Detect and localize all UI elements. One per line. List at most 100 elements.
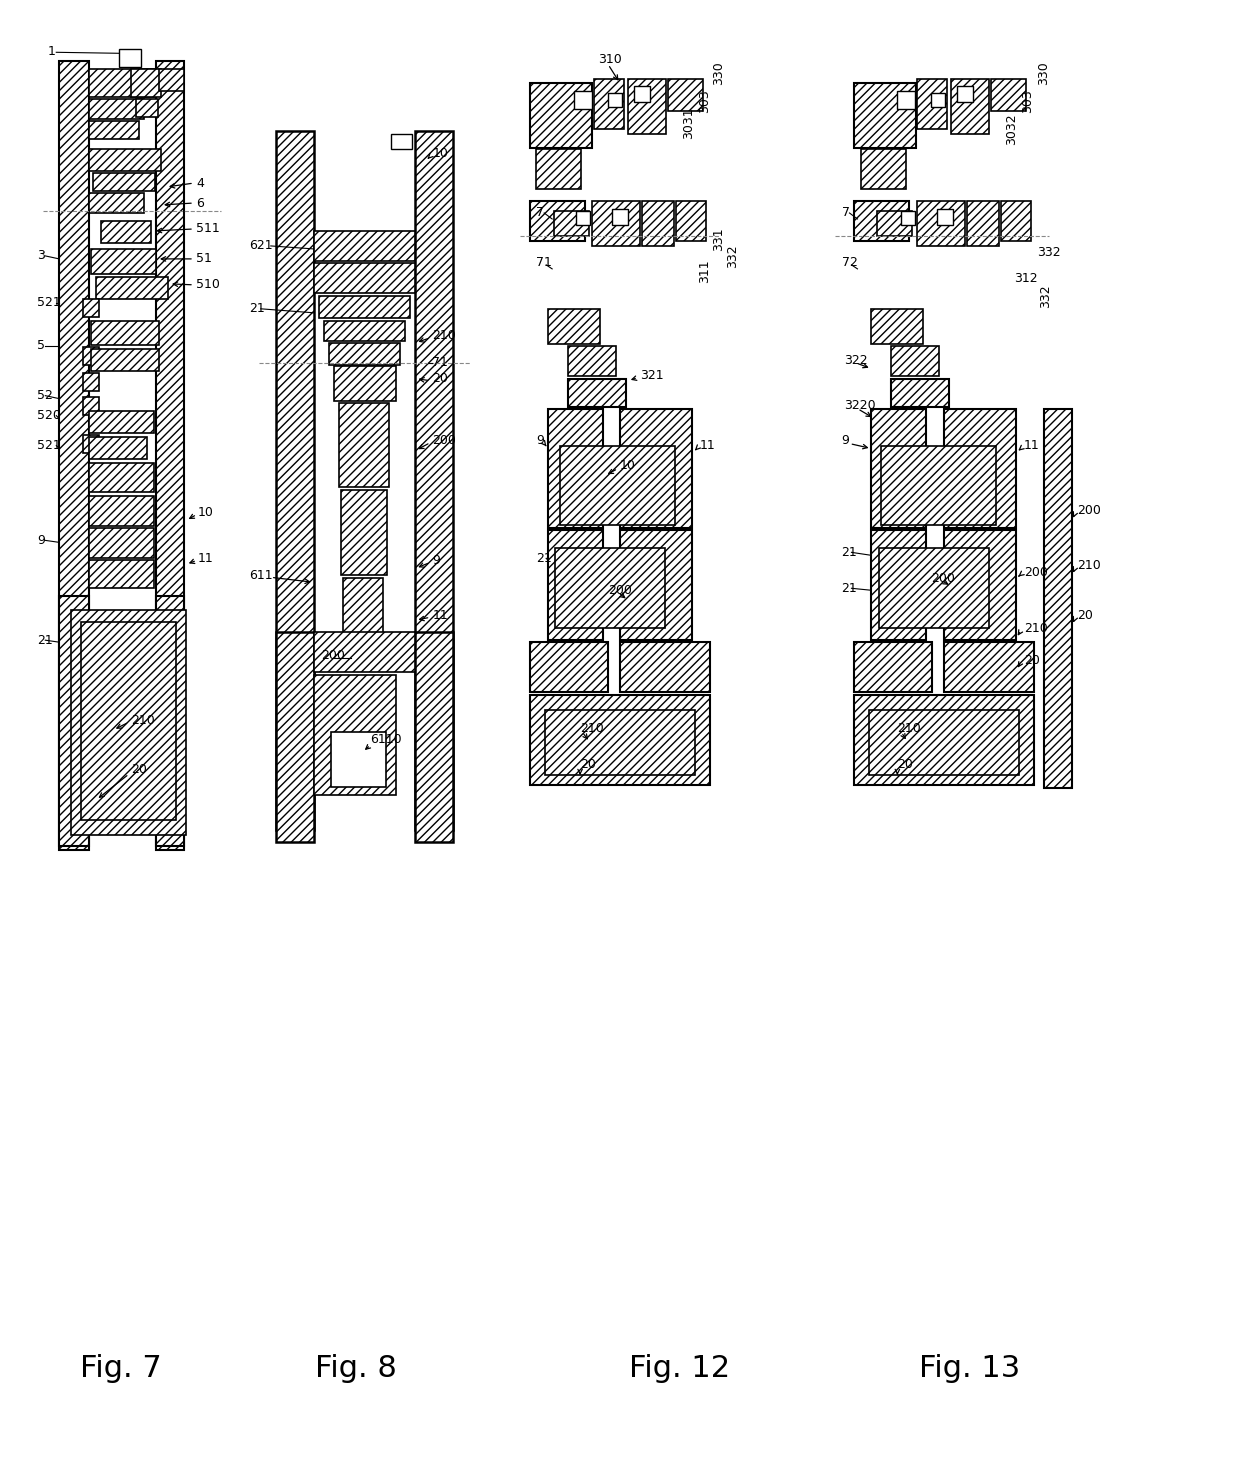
Bar xyxy=(967,201,999,247)
Bar xyxy=(92,321,159,344)
Bar xyxy=(591,201,640,247)
Bar xyxy=(60,61,89,849)
Bar xyxy=(83,434,99,452)
Text: 210: 210 xyxy=(433,329,456,343)
Bar xyxy=(634,86,650,102)
Text: 3: 3 xyxy=(37,250,45,263)
Text: 210: 210 xyxy=(580,722,604,734)
Bar xyxy=(92,349,159,371)
Bar xyxy=(89,149,161,171)
Text: 3032: 3032 xyxy=(1006,114,1018,145)
Bar xyxy=(331,733,386,787)
Bar xyxy=(945,409,1016,529)
Bar xyxy=(548,409,603,529)
Text: 330: 330 xyxy=(1037,62,1050,86)
Bar xyxy=(854,201,909,241)
Text: 200: 200 xyxy=(433,434,456,448)
Text: 330: 330 xyxy=(712,62,725,86)
Text: 11: 11 xyxy=(1024,439,1040,452)
Text: 7: 7 xyxy=(842,207,849,220)
Text: 21: 21 xyxy=(842,546,857,558)
Bar xyxy=(854,83,916,148)
Bar xyxy=(97,276,167,298)
Bar xyxy=(119,49,141,68)
Text: 332: 332 xyxy=(725,244,739,267)
Bar xyxy=(531,201,585,241)
Bar xyxy=(676,201,706,241)
Text: 9: 9 xyxy=(536,434,544,448)
Text: 521: 521 xyxy=(37,297,61,309)
Text: 510: 510 xyxy=(196,278,219,291)
Bar xyxy=(620,642,709,693)
Text: 11: 11 xyxy=(433,609,448,622)
Bar xyxy=(892,378,950,406)
Bar xyxy=(937,210,954,225)
Bar xyxy=(415,131,454,830)
Text: 20: 20 xyxy=(1078,609,1092,622)
Bar xyxy=(668,80,703,111)
Text: 51: 51 xyxy=(196,253,212,266)
Text: 7: 7 xyxy=(536,207,544,220)
Text: 331: 331 xyxy=(712,227,725,251)
Text: 10: 10 xyxy=(433,146,449,160)
Text: 21: 21 xyxy=(842,582,857,595)
Bar xyxy=(878,211,913,236)
Text: 520: 520 xyxy=(37,409,61,422)
Bar xyxy=(872,530,926,640)
Text: 3031: 3031 xyxy=(682,108,694,139)
Bar xyxy=(945,530,1016,640)
Bar xyxy=(531,696,709,784)
Bar xyxy=(892,346,939,375)
Text: 20: 20 xyxy=(131,764,148,777)
Text: 9: 9 xyxy=(433,554,440,567)
Text: 20: 20 xyxy=(898,759,913,771)
Bar xyxy=(329,343,401,365)
Bar xyxy=(869,710,1019,775)
Bar xyxy=(608,93,622,108)
Bar xyxy=(89,560,154,588)
Bar xyxy=(931,93,945,108)
Text: 312: 312 xyxy=(1014,272,1038,285)
Bar xyxy=(314,230,415,261)
Text: Fig. 12: Fig. 12 xyxy=(630,1354,730,1384)
Text: 210: 210 xyxy=(1024,622,1048,635)
Text: 310: 310 xyxy=(598,53,621,66)
Bar xyxy=(89,121,139,139)
Text: 303: 303 xyxy=(1021,89,1034,114)
Bar xyxy=(554,211,589,236)
Bar xyxy=(898,92,915,109)
Text: 9: 9 xyxy=(842,434,849,448)
Bar xyxy=(92,250,156,273)
Bar xyxy=(83,397,99,415)
Bar xyxy=(102,222,151,242)
Text: 5: 5 xyxy=(37,340,46,352)
Bar xyxy=(89,193,144,213)
Bar xyxy=(89,69,154,97)
Bar xyxy=(620,409,692,529)
Bar xyxy=(945,642,1034,693)
Bar xyxy=(89,99,144,120)
Text: 52: 52 xyxy=(37,388,53,402)
Bar xyxy=(89,437,148,458)
Text: 4: 4 xyxy=(196,177,203,189)
Text: 6: 6 xyxy=(196,196,203,210)
Bar xyxy=(391,134,413,149)
Bar xyxy=(957,86,973,102)
Text: 6110: 6110 xyxy=(371,734,402,746)
Bar xyxy=(314,632,415,672)
Bar xyxy=(577,211,590,225)
Text: 210: 210 xyxy=(131,713,155,727)
Bar xyxy=(60,597,89,846)
Text: 321: 321 xyxy=(640,369,663,383)
Bar xyxy=(89,411,154,433)
Bar xyxy=(83,372,99,390)
Bar xyxy=(342,579,382,634)
Bar xyxy=(879,548,990,628)
Text: 311: 311 xyxy=(698,258,711,282)
Bar xyxy=(627,80,666,134)
Bar xyxy=(275,131,314,830)
Text: 71: 71 xyxy=(536,257,552,269)
Bar xyxy=(136,99,157,117)
Bar xyxy=(131,69,161,97)
Bar xyxy=(548,530,603,640)
